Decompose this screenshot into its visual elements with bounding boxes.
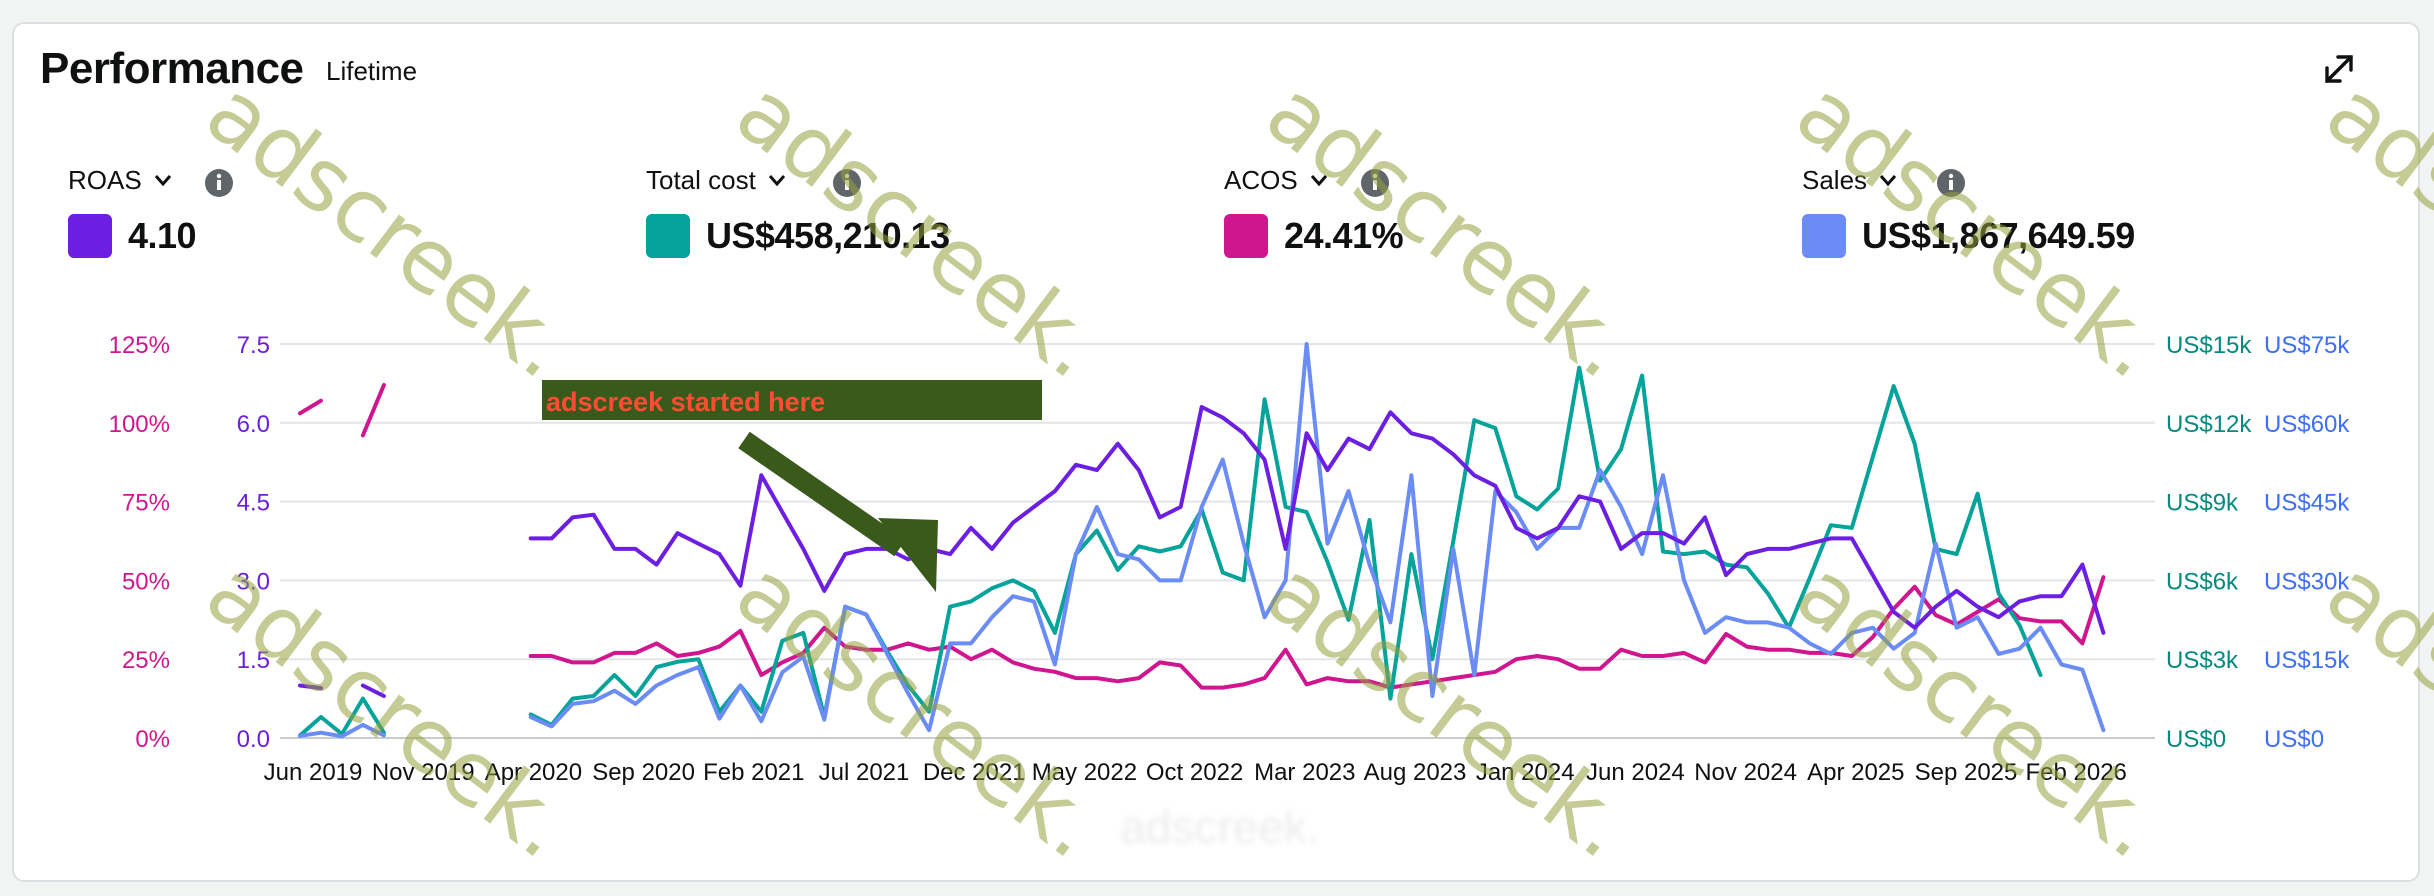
info-icon[interactable]: [204, 168, 234, 198]
date-range-label: Lifetime: [326, 56, 418, 86]
roas-axis-tick-label: 1.5: [237, 647, 270, 674]
series-line-roas: [528, 405, 2106, 635]
info-icon[interactable]: [832, 168, 862, 198]
cost-axis-tick-label: US$3k: [2166, 647, 2239, 674]
annotation-text: adscreek started here: [546, 387, 825, 417]
watermark-caption: adscreek.: [1120, 801, 1320, 853]
x-axis-tick-label: Jun 2024: [1586, 759, 1685, 786]
series-line-sales: [298, 722, 386, 739]
series-line-total-cost: [298, 696, 386, 738]
sales-axis-tick-label: US$75k: [2264, 332, 2350, 359]
roas-color-swatch: [68, 214, 112, 258]
x-axis-tick-label: Feb 2021: [703, 759, 804, 786]
acos-axis-tick-label: 125%: [109, 332, 170, 359]
metric-label: ROAS: [68, 164, 142, 195]
x-axis-tick-label: Jun 2019: [264, 759, 363, 786]
roas-axis-tick-label: 4.5: [237, 490, 270, 517]
annotation-arrow: [738, 431, 906, 557]
roas-axis-tick-label: 3.0: [237, 568, 270, 595]
series-line-acos: [528, 575, 2106, 690]
roas-axis-tick-label: 6.0: [237, 411, 270, 438]
series-line-sales: [528, 342, 2106, 733]
x-axis-tick-label: Jan 2024: [1476, 759, 1575, 786]
metric-total-cost-dropdown[interactable]: Total cost: [646, 160, 1206, 200]
cost-axis-tick-label: US$6k: [2166, 568, 2239, 595]
annotation-arrowhead: [878, 518, 938, 592]
total-cost-color-swatch: [646, 214, 690, 258]
metric-acos: ACOS 24.41%: [1224, 160, 1784, 258]
x-axis-tick-label: Sep 2020: [592, 759, 695, 786]
x-axis-tick-label: Dec 2021: [923, 759, 1026, 786]
metric-acos-dropdown[interactable]: ACOS: [1224, 160, 1784, 200]
acos-color-swatch: [1224, 214, 1268, 258]
metric-label: ACOS: [1224, 164, 1298, 195]
series-line-roas: [298, 683, 323, 691]
cost-axis-tick-label: US$12k: [2166, 411, 2252, 438]
sales-axis-tick-label: US$0: [2264, 726, 2324, 753]
chevron-down-icon: [768, 175, 785, 187]
x-axis-tick-label: May 2022: [1032, 759, 1137, 786]
chevron-down-icon: [1310, 175, 1327, 187]
acos-axis-tick-label: 0%: [135, 726, 170, 753]
info-icon[interactable]: [1936, 168, 1966, 198]
cost-axis-tick-label: US$9k: [2166, 490, 2239, 517]
metric-roas: ROAS 4.10: [68, 160, 628, 258]
metric-value: 24.41%: [1284, 215, 1404, 256]
metric-label: Sales: [1802, 164, 1868, 195]
page-title: Performance: [40, 44, 304, 93]
sales-axis-tick-label: US$60k: [2264, 411, 2350, 438]
sales-axis-tick-label: US$15k: [2264, 647, 2350, 674]
expand-icon[interactable]: [2322, 52, 2356, 86]
sales-axis-tick-label: US$30k: [2264, 568, 2350, 595]
cost-axis-tick-label: US$0: [2166, 726, 2226, 753]
x-axis-tick-label: Apr 2025: [1807, 759, 1904, 786]
x-axis-tick-label: Mar 2023: [1254, 759, 1355, 786]
series-line-acos: [298, 398, 323, 416]
x-axis-tick-label: Sep 2025: [1915, 759, 2018, 786]
acos-axis-tick-label: 50%: [122, 568, 170, 595]
roas-axis-tick-label: 7.5: [237, 332, 270, 359]
metric-label: Total cost: [646, 164, 756, 195]
x-axis-tick-label: Nov 2019: [372, 759, 475, 786]
cost-axis-tick-label: US$15k: [2166, 332, 2252, 359]
roas-axis-tick-label: 0.0: [237, 726, 270, 753]
x-axis-tick-label: Aug 2023: [1364, 759, 1467, 786]
chevron-down-icon: [154, 175, 171, 187]
series-line-acos: [360, 383, 386, 438]
x-axis-tick-label: Oct 2022: [1146, 759, 1243, 786]
metric-value: US$458,210.13: [706, 215, 950, 256]
metric-total-cost: Total cost US$458,210.13: [646, 160, 1206, 258]
annotation-box: [542, 380, 1042, 420]
series-line-roas: [360, 683, 386, 698]
metric-roas-dropdown[interactable]: ROAS: [68, 160, 628, 200]
info-icon[interactable]: [1360, 168, 1390, 198]
sales-axis-tick-label: US$45k: [2264, 490, 2350, 517]
x-axis-tick-label: Nov 2024: [1694, 759, 1797, 786]
acos-axis-tick-label: 75%: [122, 490, 170, 517]
metric-sales: Sales US$1,867,649.59: [1802, 160, 2362, 258]
chevron-down-icon: [1879, 175, 1897, 187]
acos-axis-tick-label: 100%: [109, 411, 170, 438]
sales-color-swatch: [1802, 214, 1846, 258]
acos-axis-tick-label: 25%: [122, 647, 170, 674]
x-axis-tick-label: Feb 2026: [2025, 759, 2126, 786]
metric-sales-dropdown[interactable]: Sales: [1802, 160, 2362, 200]
x-axis-tick-label: Apr 2020: [485, 759, 582, 786]
x-axis-tick-label: Jul 2021: [819, 759, 910, 786]
metric-value: 4.10: [128, 215, 197, 256]
metric-value: US$1,867,649.59: [1862, 215, 2135, 256]
